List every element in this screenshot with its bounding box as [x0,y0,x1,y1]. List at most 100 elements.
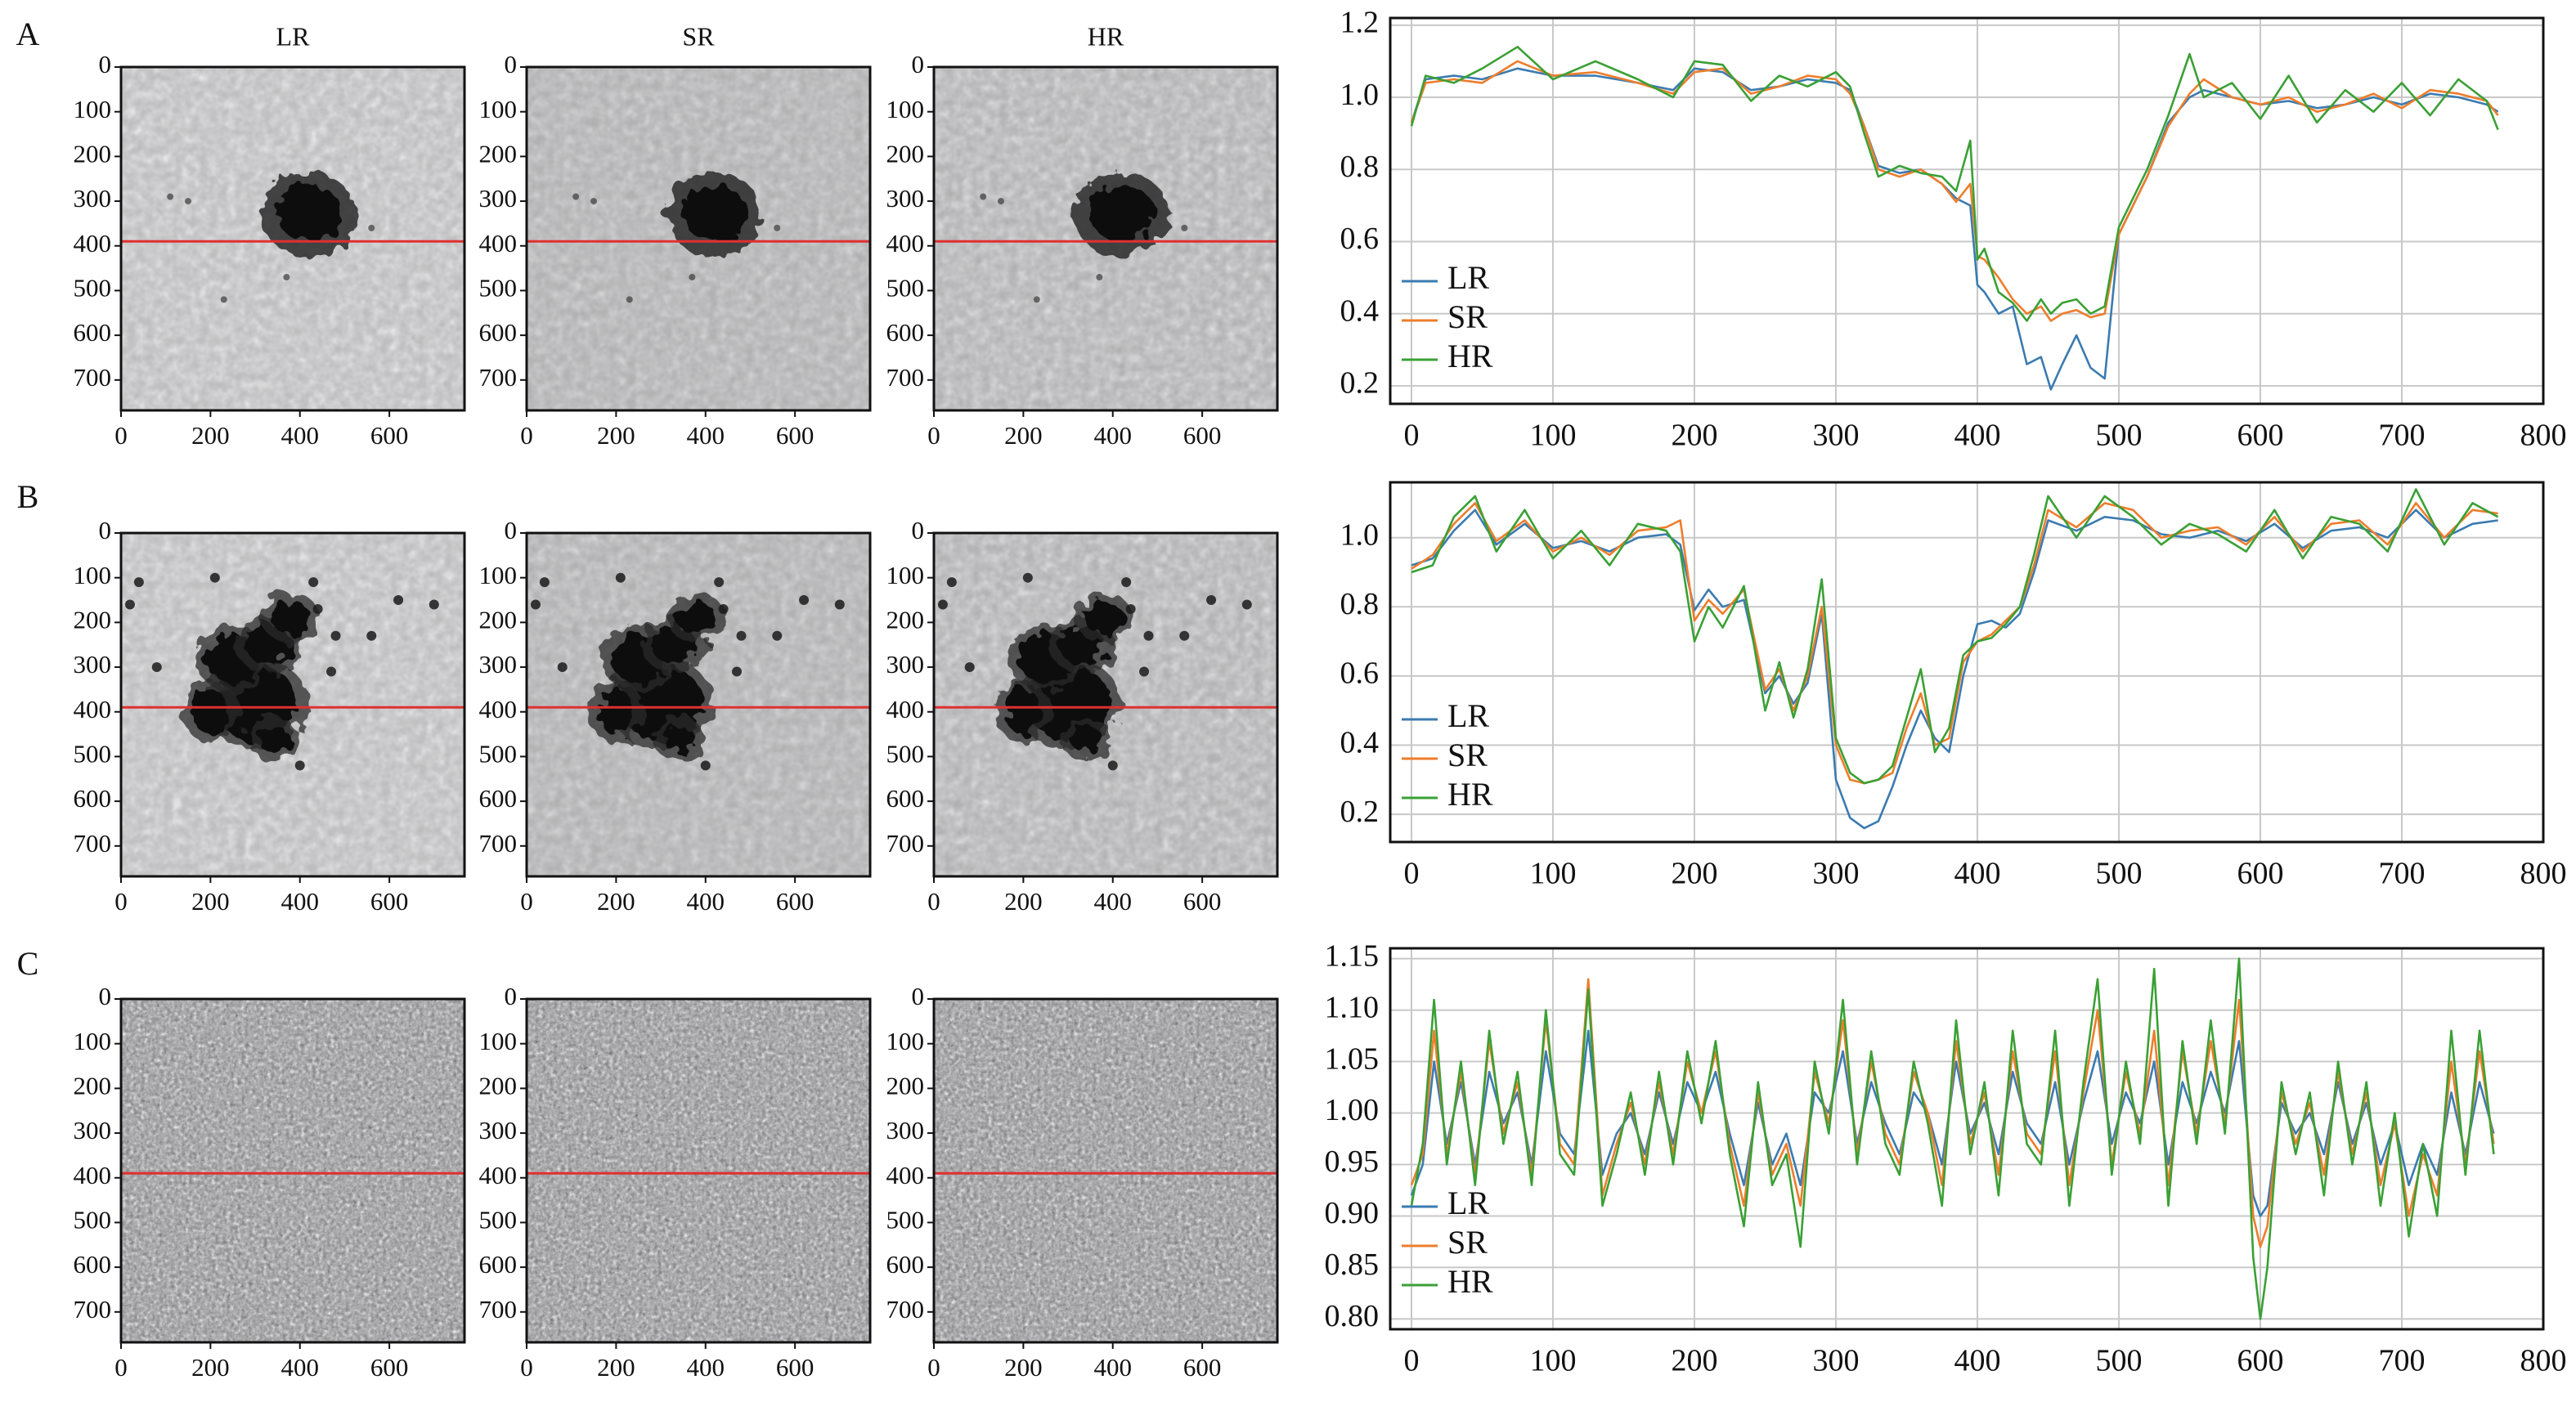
y-tick-label: 0 [912,50,925,78]
y-tick-label: 0 [99,982,112,1010]
x-tick-label: 0 [927,421,940,450]
pore-5 [1125,603,1136,614]
y-tick-label: 100 [886,1027,925,1055]
x-tick-label: 200 [597,1353,635,1382]
x-tick-label: 200 [191,421,230,450]
y-tick-label: 200 [74,139,112,168]
sunspot [261,172,357,258]
x-tick-label: 0 [1403,1344,1419,1378]
y-tick-label: 0 [912,982,925,1010]
x-tick-label: 0 [114,1353,128,1382]
x-tick-label: 800 [2520,857,2567,891]
x-tick-label: 0 [927,887,940,916]
pore-3 [1022,572,1033,583]
y-tick-label: 500 [886,1206,925,1234]
pore-0 [937,599,948,610]
x-tick-label: 800 [2520,419,2567,453]
y-tick-label: 200 [886,139,925,168]
pore-1 [133,577,144,588]
x-tick-label: 400 [687,421,725,450]
x-tick-label: 400 [1954,857,2000,891]
x-tick-label: 100 [1529,1344,1576,1378]
x-tick-label: 500 [2095,1344,2142,1378]
x-tick-label: 400 [281,1353,320,1382]
y-tick-label: 600 [74,1250,112,1279]
x-tick-label: 0 [520,1353,533,1382]
y-tick-label: 1.2 [1340,6,1380,40]
pore-4 [308,577,319,588]
y-tick-label: 100 [74,561,112,589]
y-tick-label: 600 [479,318,518,347]
y-tick-label: 0.6 [1340,222,1380,256]
x-tick-label: 200 [1004,421,1043,450]
image-title-SR: SR [682,21,715,51]
y-tick-label: 1.15 [1325,938,1380,973]
y-tick-label: 600 [886,1250,925,1279]
x-tick-label: 0 [114,887,128,916]
legend-label-HR: HR [1447,1263,1493,1300]
y-tick-label: 600 [479,1250,518,1279]
x-tick-label: 300 [1812,857,1859,891]
pore-9 [1241,599,1252,610]
image-frame [932,65,1279,412]
y-tick-label: 200 [886,1071,925,1100]
y-tick-label: 0.90 [1325,1196,1380,1230]
x-tick-label: 400 [1094,887,1133,916]
legend-label-SR: SR [1447,1224,1488,1261]
y-tick-label: 0.4 [1340,293,1380,328]
x-tick-label: 500 [2095,419,2142,453]
x-tick-label: 600 [776,1353,815,1382]
pore-2 [964,662,975,673]
legend-label-HR: HR [1447,776,1493,813]
y-tick-label: 300 [479,650,518,679]
umbra-5 [256,725,289,752]
pore-0 [124,599,135,610]
umbra [276,185,342,241]
y-tick-label: 600 [479,784,518,813]
y-tick-label: 400 [479,1161,518,1189]
umbra-3 [598,688,635,735]
y-tick-label: 0.4 [1340,725,1380,759]
pore-2 [1033,296,1040,303]
y-tick-label: 200 [74,605,112,634]
x-tick-label: 600 [1183,887,1222,916]
image-frame [119,531,466,878]
y-tick-label: 500 [74,740,112,768]
line-chart-C: 0 100 200 300 400 500 600 700 800 0.80 0.85 0.90 0.9… [1325,938,2567,1377]
x-tick-label: 200 [1671,419,1717,453]
y-tick-label: 300 [479,1116,518,1144]
x-tick-label: 600 [1183,421,1222,450]
y-tick-label: 600 [886,318,925,347]
x-tick-label: 200 [1671,1344,1717,1378]
series-line-LR [1410,67,2499,391]
sunspot [666,172,762,258]
y-tick-label: 300 [886,184,925,213]
granulation-texture [527,999,870,1342]
pore-6 [736,630,747,641]
x-tick-label: 100 [1529,419,1576,453]
image-frame [525,65,872,412]
y-tick-label: 300 [74,1116,112,1144]
y-tick-label: 0 [505,982,518,1010]
x-tick-label: 0 [927,1353,940,1382]
y-tick-label: 700 [74,363,112,392]
umbra-4 [1084,601,1124,634]
umbra-3 [1005,688,1042,735]
umbra-5 [1069,725,1102,752]
umbra-3 [192,688,229,735]
pore-3 [209,572,220,583]
pore-4 [774,224,781,231]
y-tick-label: 100 [479,1027,518,1055]
y-tick-label: 0 [99,50,112,78]
x-tick-label: 100 [1529,857,1576,891]
pore-3 [283,274,290,281]
y-tick-label: 0.2 [1340,795,1380,829]
granulation-texture [934,999,1277,1342]
x-tick-label: 700 [2378,419,2425,453]
y-tick-label: 400 [886,695,925,723]
